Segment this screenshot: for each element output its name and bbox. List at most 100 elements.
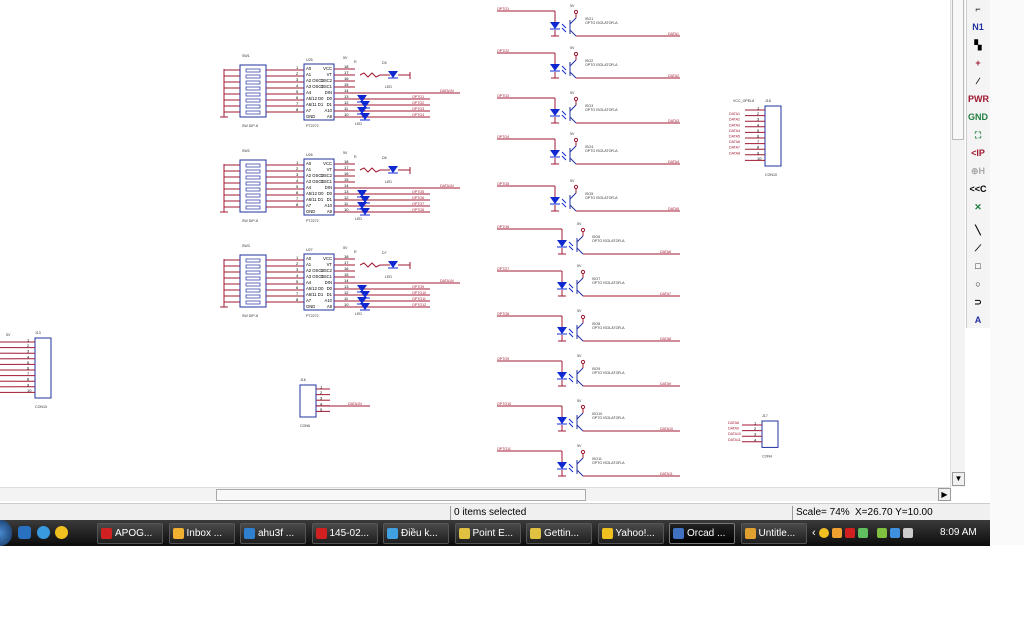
pin-name: A0 <box>306 161 312 166</box>
tray-expand-icon[interactable]: ‹ <box>812 527 816 539</box>
bus-entry-icon[interactable]: ∕ <box>977 76 979 86</box>
taskbar-button[interactable]: Inbox ... <box>168 523 235 544</box>
hierarchical-pin-icon[interactable]: ⊕H <box>970 166 986 176</box>
vertical-scrollbar[interactable]: ▼ <box>950 0 965 487</box>
dip-switch-toggle <box>245 270 261 275</box>
pin-name: A9 <box>327 114 333 119</box>
output-led <box>360 208 370 215</box>
taskbar-button-label: 145-02... <box>329 528 369 539</box>
led-ref: LED <box>355 312 362 316</box>
net-alias-icon[interactable]: N1 <box>972 22 984 32</box>
horizontal-scroll-thumb[interactable] <box>216 489 586 501</box>
pin-name: OSC1 <box>321 179 333 184</box>
collector <box>569 192 577 200</box>
pin-number: 2 <box>27 343 30 348</box>
pin-number: 18 <box>344 254 349 259</box>
opto-led <box>557 327 567 334</box>
opto-part: OPTO ISOLATOR-A <box>592 416 625 420</box>
ic-part: PT2272 <box>306 219 319 223</box>
antivirus-tray-icon[interactable] <box>844 528 855 538</box>
opto-led <box>557 372 567 379</box>
yahoo-tray-icon[interactable] <box>818 528 829 538</box>
light-arrow <box>568 328 574 334</box>
emitter <box>576 289 584 297</box>
network-tray-icon[interactable] <box>889 528 900 538</box>
arc-icon[interactable]: ⊃ <box>974 297 982 307</box>
ground-icon[interactable]: GND <box>968 112 988 122</box>
taskbar-button-label: Yahoo!... <box>615 528 655 539</box>
pin-number: 2 <box>296 261 299 266</box>
net-label: OPTO1 <box>497 7 509 11</box>
collector <box>576 322 584 330</box>
vertical-scroll-thumb[interactable] <box>952 0 964 140</box>
power-label: 5V <box>577 222 582 226</box>
junction-icon[interactable]: + <box>975 58 981 68</box>
taskbar-button[interactable]: Point E... <box>454 523 521 544</box>
taskbar-button[interactable]: ahu3f ... <box>240 523 306 544</box>
net-label: DATA2 <box>729 118 740 122</box>
ellipse-icon[interactable]: ○ <box>975 279 981 289</box>
wire-icon[interactable]: ⌐ <box>975 4 981 14</box>
dip-switch-toggle <box>245 193 261 198</box>
text-icon[interactable]: A <box>974 315 982 325</box>
volume-tray-icon[interactable] <box>902 528 913 538</box>
rectangle-icon[interactable]: □ <box>975 261 981 271</box>
net-label: DATA4 <box>668 160 679 164</box>
start-button[interactable] <box>0 520 12 546</box>
power-icon[interactable]: PWR <box>968 94 989 104</box>
line-icon[interactable]: ╲ <box>975 225 981 235</box>
hierarchical-port-icon[interactable]: <IP <box>971 148 985 158</box>
no-connect-icon[interactable]: ✕ <box>974 202 982 212</box>
connector-ref: J18 <box>765 99 771 103</box>
pin-number: 3 <box>27 349 30 354</box>
scroll-down-button[interactable]: ▼ <box>952 472 965 486</box>
taskbar-button[interactable]: APOG... <box>97 523 163 544</box>
mail-tray-icon[interactable] <box>831 528 842 538</box>
pin-number: 1 <box>296 160 299 165</box>
taskbar-button[interactable]: Điều k... <box>383 523 449 544</box>
hierarchical-block-icon[interactable]: ⛶ <box>974 130 982 140</box>
taskbar-button[interactable]: Untitle... <box>740 523 807 544</box>
internet-explorer-icon[interactable] <box>37 526 50 539</box>
pin-number: 6 <box>296 190 299 195</box>
battery-tray-icon[interactable] <box>876 528 887 538</box>
resistor-ref: R <box>354 250 357 254</box>
off-page-connector-icon[interactable]: <<C <box>969 184 987 194</box>
scale-status: Scale= 74% <box>792 506 852 520</box>
power-label: 5V <box>343 151 348 155</box>
net-label: DATA3 <box>729 123 740 127</box>
pin-name: GND <box>306 304 315 309</box>
collector <box>576 412 584 420</box>
opto-led <box>557 417 567 424</box>
schematic-canvas[interactable]: SW1 SW DIP-8 1 2 3 4 5 6 7 8 U25 A0 A1 A2 OSC2 A3 OSC1… <box>0 0 950 487</box>
dip-switch <box>239 159 267 213</box>
opto-part: OPTO ISOLATOR-A <box>585 63 618 67</box>
connector-part: CON4 <box>762 454 772 458</box>
scroll-right-button[interactable]: ▶ <box>938 488 951 501</box>
taskbar-button[interactable]: Gettin... <box>526 523 592 544</box>
bus-icon[interactable]: ▚ <box>974 40 982 50</box>
taskbar-button-label: Điều k... <box>401 528 438 539</box>
pin-number: 3 <box>757 117 760 122</box>
net-label: VCC_OPEL8 <box>733 99 754 103</box>
power-label: 5V <box>570 132 575 136</box>
connector-body <box>764 105 782 167</box>
pin-name: A2 OSC2 <box>306 268 324 273</box>
horizontal-scrollbar[interactable]: ▶ <box>0 487 951 501</box>
pin-name: VCC <box>323 66 332 71</box>
taskbar-button[interactable]: Yahoo!... <box>597 523 664 544</box>
opto-led <box>550 64 560 71</box>
net-label: DATA10 <box>728 432 741 436</box>
light-arrow <box>568 377 574 383</box>
polyline-icon[interactable]: ⟋ <box>974 243 982 253</box>
dip-switch-toggle <box>245 110 261 115</box>
clock[interactable]: 8:09 AM <box>940 527 977 538</box>
taskbar-button[interactable]: 145-02... <box>311 523 378 544</box>
net-label: DATA4 <box>729 129 740 133</box>
taskbar-button[interactable]: Orcad ... <box>669 523 735 544</box>
pin-name: DIN <box>325 280 332 285</box>
show-desktop-icon[interactable] <box>18 526 31 539</box>
yahoo-messenger-icon[interactable] <box>55 526 68 539</box>
wireless-tray-icon[interactable] <box>857 528 868 538</box>
